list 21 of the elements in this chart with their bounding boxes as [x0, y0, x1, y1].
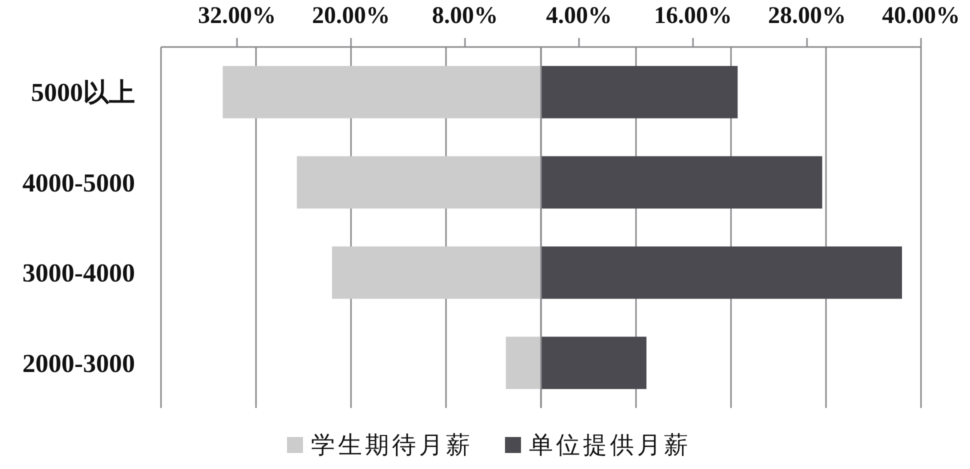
- x-tick-label: 40.00%: [882, 3, 960, 29]
- bar: [541, 66, 738, 118]
- x-tick-label: 20.00%: [312, 3, 390, 29]
- bar: [541, 246, 902, 299]
- x-tick-label: 4.00%: [546, 3, 612, 29]
- y-tick-label: 5000以上: [31, 78, 135, 108]
- y-tick-label: 2000-3000: [22, 348, 135, 378]
- bar: [506, 336, 541, 390]
- bar: [222, 66, 541, 118]
- x-tick-label: 28.00%: [768, 3, 846, 29]
- y-tick-label: 4000-5000: [22, 168, 135, 198]
- x-tick-label: 16.00%: [654, 3, 732, 29]
- bar: [296, 156, 541, 209]
- bar: [332, 246, 541, 299]
- legend-label: 学生期待月薪: [311, 433, 473, 459]
- x-tick-label: 32.00%: [198, 3, 276, 29]
- y-tick-label: 3000-4000: [22, 258, 135, 288]
- bar: [541, 156, 822, 209]
- bar: [541, 336, 646, 390]
- legend-label: 单位提供月薪: [529, 433, 691, 459]
- x-tick-label: 8.00%: [432, 3, 498, 29]
